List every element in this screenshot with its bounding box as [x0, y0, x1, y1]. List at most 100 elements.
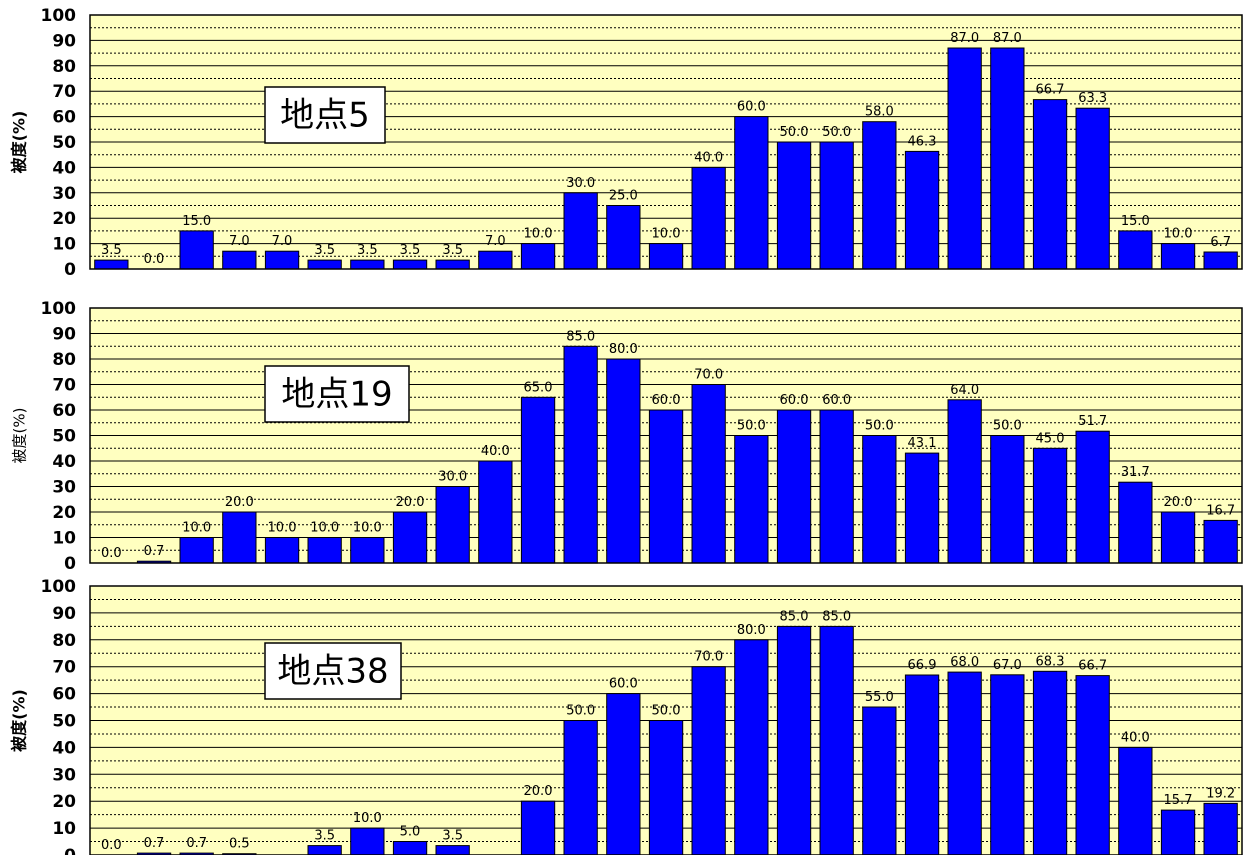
data-label: 30.0	[438, 470, 467, 485]
data-label: 60.0	[822, 393, 851, 408]
data-label: 20.0	[524, 784, 553, 799]
bar	[819, 625, 854, 855]
data-label: 10.0	[1164, 227, 1193, 242]
bar	[947, 671, 982, 855]
data-label: 46.3	[908, 134, 937, 149]
bar	[990, 435, 1025, 564]
data-label: 58.0	[865, 105, 894, 120]
data-label: 7.0	[229, 234, 250, 249]
bar	[862, 435, 897, 564]
bar	[776, 409, 812, 564]
data-label: 10.0	[268, 521, 297, 536]
bar	[1160, 243, 1196, 270]
bar	[1075, 675, 1110, 855]
bar	[862, 121, 897, 270]
bar	[776, 625, 812, 855]
bar	[1032, 447, 1068, 564]
y-tick-label: 40	[52, 452, 76, 472]
bar	[1075, 107, 1110, 270]
data-label: 60.0	[737, 100, 766, 115]
y-tick-label: 90	[52, 604, 76, 624]
bar	[990, 47, 1025, 270]
data-label: 19.2	[1206, 786, 1235, 801]
data-label: 7.0	[485, 234, 506, 249]
data-label: 85.0	[566, 329, 595, 344]
bar	[392, 259, 428, 270]
data-label: 60.0	[652, 393, 681, 408]
y-tick-label: 100	[41, 299, 77, 319]
bar	[1032, 99, 1068, 270]
data-label: 50.0	[566, 704, 595, 719]
bar	[94, 259, 129, 270]
data-label: 70.0	[694, 368, 723, 383]
bar	[307, 259, 342, 270]
y-tick-label: 30	[52, 765, 76, 785]
y-tick-label: 20	[52, 503, 76, 523]
bar	[734, 435, 769, 564]
data-label: 67.0	[993, 658, 1022, 673]
y-axis-label: 被度(%)	[10, 111, 29, 174]
y-tick-label: 70	[52, 376, 76, 396]
data-label: 31.7	[1121, 465, 1150, 480]
data-label: 3.5	[357, 243, 378, 258]
bar	[606, 205, 641, 270]
data-label: 3.5	[442, 829, 463, 844]
data-label: 10.0	[182, 521, 211, 536]
bar	[435, 845, 470, 855]
bar	[1203, 519, 1238, 564]
data-label: 5.0	[400, 825, 421, 840]
bar	[947, 399, 982, 564]
y-tick-label: 20	[52, 792, 76, 812]
bar	[691, 166, 726, 270]
data-label: 0.0	[144, 252, 165, 267]
bar	[392, 511, 428, 564]
data-label: 0.0	[101, 838, 122, 853]
bar	[606, 693, 641, 855]
y-tick-label: 90	[52, 31, 76, 51]
bar	[563, 345, 598, 564]
bar	[648, 720, 684, 855]
y-tick-label: 70	[52, 82, 76, 102]
y-tick-label: 50	[52, 427, 76, 447]
data-label: 7.0	[272, 234, 293, 249]
data-label: 66.7	[1078, 659, 1107, 674]
data-label: 68.0	[950, 655, 979, 670]
bar	[392, 841, 428, 855]
data-label: 50.0	[737, 419, 766, 434]
bar	[520, 800, 556, 855]
y-tick-label: 60	[52, 685, 76, 705]
bar	[819, 141, 854, 270]
data-label: 15.7	[1164, 793, 1193, 808]
y-tick-label: 90	[52, 325, 76, 345]
bar	[478, 460, 513, 564]
bar	[307, 537, 342, 564]
data-label: 3.5	[442, 243, 463, 258]
title-box	[264, 365, 410, 423]
data-label: 0.7	[186, 836, 207, 851]
title-box	[264, 86, 386, 144]
data-label: 3.5	[101, 243, 122, 258]
data-label: 85.0	[822, 609, 851, 624]
y-tick-label: 100	[41, 577, 77, 597]
data-label: 50.0	[865, 419, 894, 434]
data-label: 50.0	[822, 125, 851, 140]
bar	[350, 827, 385, 855]
bar	[435, 259, 470, 270]
data-label: 10.0	[652, 227, 681, 242]
data-label: 66.9	[908, 658, 937, 673]
chart-title: 地点5	[280, 96, 370, 136]
bar	[350, 259, 385, 270]
bar	[179, 537, 214, 564]
data-label: 30.0	[566, 176, 595, 191]
bar	[819, 409, 854, 564]
bar	[179, 230, 214, 270]
bar	[1203, 251, 1238, 270]
bar	[691, 384, 726, 564]
bar	[904, 452, 940, 564]
bar	[990, 674, 1025, 855]
plot-frame	[89, 14, 1243, 270]
y-tick-label: 0	[64, 846, 76, 855]
bar	[947, 47, 982, 270]
plot-frame	[89, 585, 1243, 855]
